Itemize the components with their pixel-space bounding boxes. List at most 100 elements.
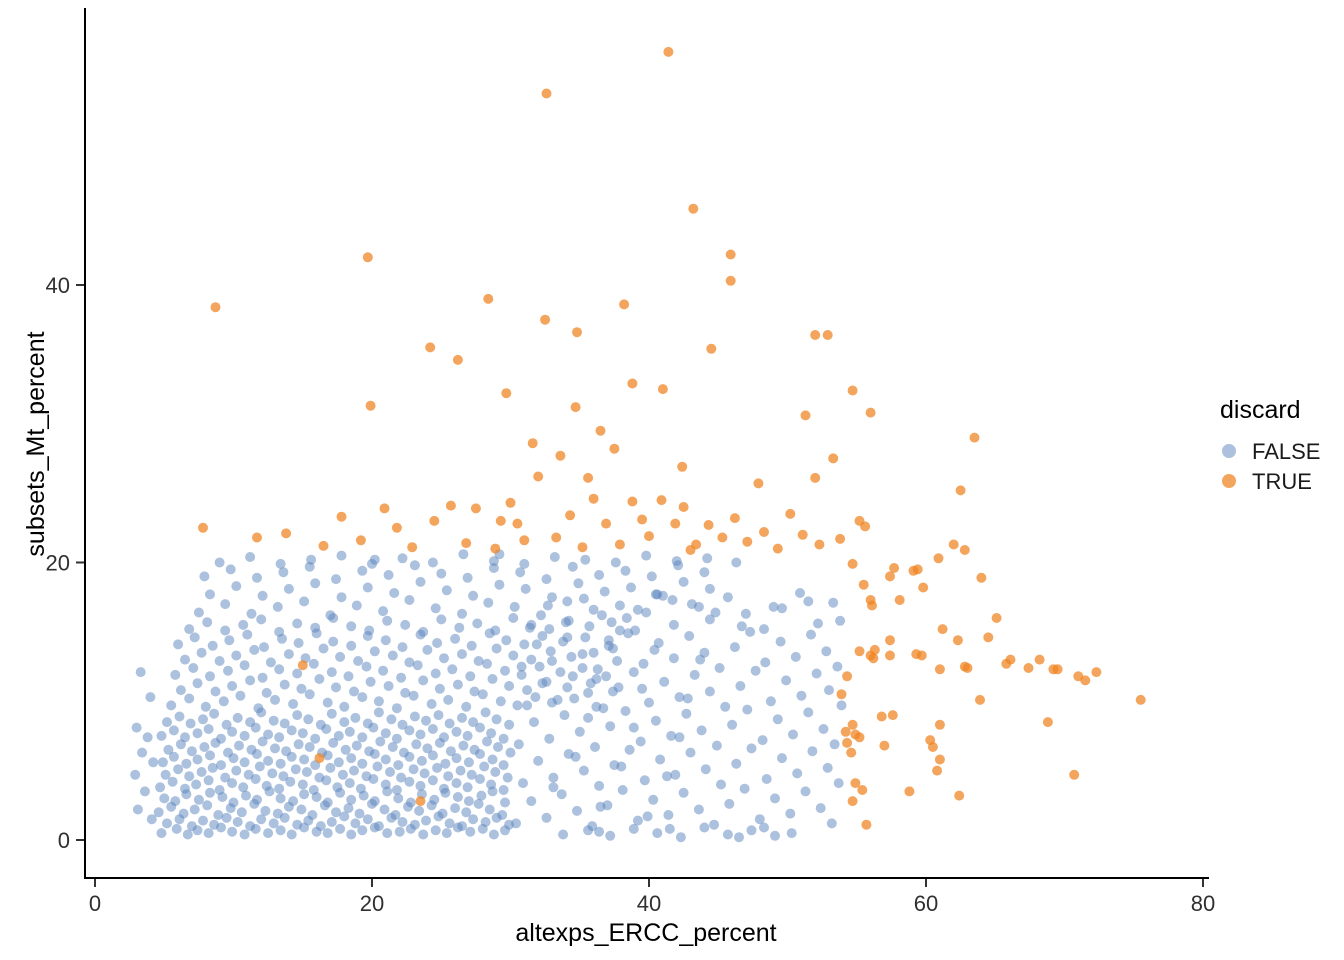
data-point-false [223,747,233,758]
data-point-false [382,615,393,626]
data-point-false [328,737,339,748]
data-point-false [828,597,839,608]
data-point-false [243,769,254,780]
data-point-false [466,769,477,780]
data-point-false [608,643,618,654]
data-point-false [411,739,422,750]
data-point-true [527,438,538,449]
data-point-false [736,621,747,632]
data-point-false [378,665,389,676]
data-point-false [657,590,668,601]
data-point-false [548,782,559,793]
data-point-false [469,744,480,755]
x-tick-label: 60 [914,891,938,916]
data-point-false [369,796,380,807]
data-point-false [331,807,341,818]
data-point-false [353,656,364,666]
data-point-false [232,712,243,723]
data-point-false [362,814,373,825]
data-point-false [142,732,153,743]
data-point-false [835,615,846,626]
data-point-false [386,714,397,725]
data-point-false [202,617,213,628]
data-point-false [214,785,225,795]
data-point-false [365,676,376,687]
data-point-false [421,715,431,726]
data-point-false [196,767,207,777]
data-point-false [404,725,415,736]
data-point-false [578,765,589,776]
data-point-false [574,726,585,737]
data-point-true [969,432,980,443]
data-point-false [468,814,479,825]
data-point-false [761,774,772,784]
data-point-false [322,797,333,808]
data-point-false [714,663,725,673]
data-point-false [628,722,639,733]
data-point-false [351,740,362,751]
data-point-false [465,671,476,682]
data-point-false [349,765,359,776]
data-point-false [632,815,643,826]
data-point-false [729,642,740,653]
data-point-false [257,736,268,747]
data-point-false [519,639,530,650]
data-point-false [137,747,148,758]
data-point-false [790,651,801,662]
data-point-true [785,508,796,519]
data-point-true [908,565,919,576]
data-point-false [520,583,531,594]
data-point-false [202,800,213,811]
data-point-false [555,667,566,678]
data-point-false [232,817,243,827]
data-point-false [263,755,274,766]
data-point-false [310,733,321,744]
data-point-false [297,728,308,739]
data-point-false [588,604,599,615]
data-point-true [894,595,905,605]
data-point-false [754,814,765,825]
data-point-true [670,518,681,529]
data-point-false [227,681,238,691]
data-point-false [380,728,391,739]
data-point-false [214,557,225,568]
data-point-true [429,515,440,526]
data-point-false [350,712,361,723]
data-point-false [333,757,344,768]
legend-swatches [1222,444,1236,488]
data-point-false [437,808,448,819]
data-point-false [583,687,594,698]
data-point-false [746,825,757,836]
data-point-true [362,252,373,263]
data-point-false [674,692,685,703]
data-point-false [299,754,310,765]
data-point-false [346,794,357,805]
data-point-false [649,644,660,655]
data-point-false [253,703,264,714]
data-point-false [160,769,171,780]
data-point-true [483,293,494,304]
data-point-false [704,686,715,697]
data-point-false [735,681,746,691]
data-point-false [655,754,666,765]
data-point-false [397,817,408,827]
data-point-false [218,696,229,707]
data-point-false [572,805,582,816]
data-point-true [867,600,877,611]
data-point-false [566,651,577,662]
data-point-false [261,780,272,791]
data-point-false [306,554,317,565]
data-point-false [457,649,467,660]
data-point-true [445,500,456,511]
data-point-false [296,804,307,815]
data-point-false [674,732,685,743]
data-point-false [224,635,235,646]
data-point-true [1034,654,1045,665]
data-point-false [288,699,299,709]
data-point-false [612,656,623,666]
data-point-false [526,796,537,807]
data-point-false [621,613,632,623]
data-point-true [501,388,512,399]
data-point-false [536,610,546,621]
